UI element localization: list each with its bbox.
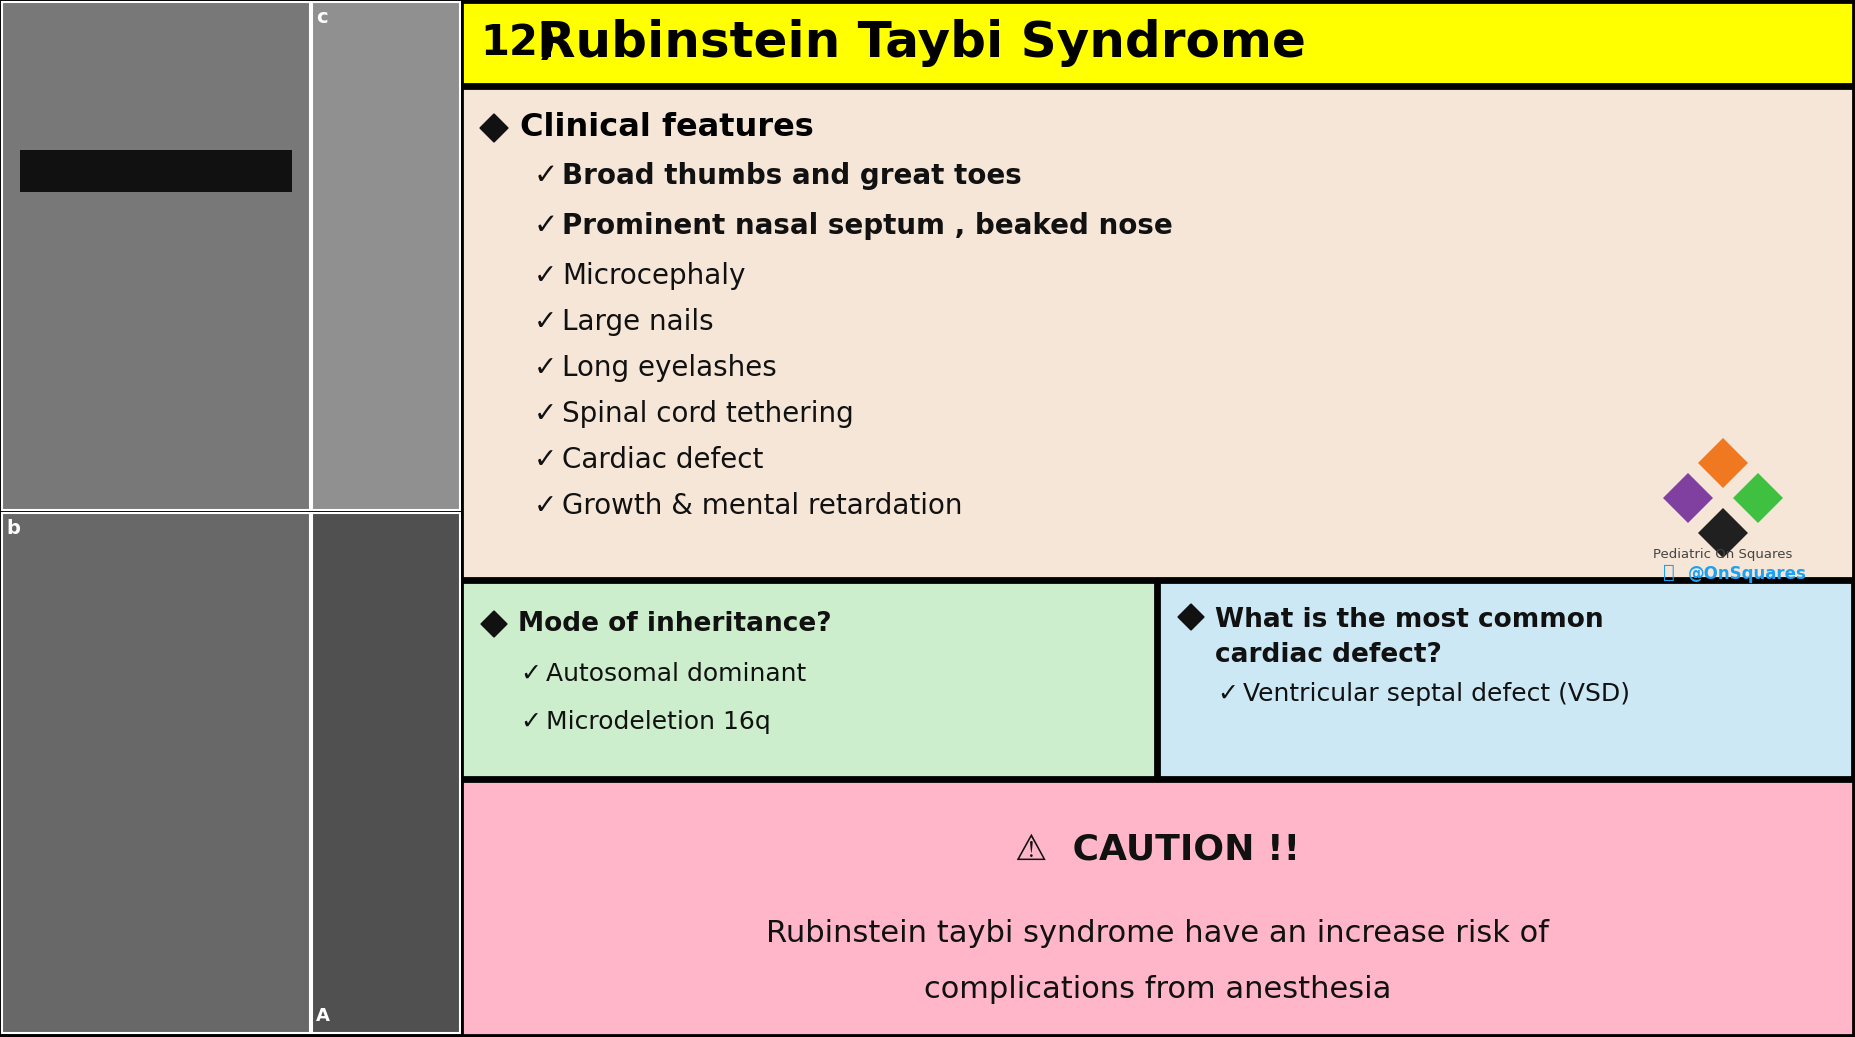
Polygon shape	[1697, 508, 1747, 558]
FancyBboxPatch shape	[312, 513, 460, 1033]
FancyBboxPatch shape	[1159, 582, 1851, 777]
Text: ✓: ✓	[534, 212, 558, 240]
Text: @OnSquares: @OnSquares	[1688, 565, 1807, 583]
FancyBboxPatch shape	[462, 2, 1853, 84]
Text: Rubinstein taybi syndrome have an increase risk of: Rubinstein taybi syndrome have an increa…	[766, 919, 1549, 948]
Text: b: b	[6, 518, 20, 538]
Text: Microdeletion 16q: Microdeletion 16q	[545, 710, 770, 734]
Text: A: A	[315, 1007, 330, 1025]
Text: Microcephaly: Microcephaly	[562, 262, 746, 290]
FancyBboxPatch shape	[462, 88, 1853, 578]
Polygon shape	[480, 611, 506, 637]
Text: Prominent nasal septum , beaked nose: Prominent nasal septum , beaked nose	[562, 212, 1172, 240]
Text: Clinical features: Clinical features	[519, 112, 814, 143]
Text: ✓: ✓	[534, 308, 556, 336]
Text: ✓: ✓	[519, 710, 542, 734]
Polygon shape	[480, 114, 508, 142]
Text: 🐦: 🐦	[1662, 563, 1675, 582]
FancyBboxPatch shape	[2, 2, 310, 510]
Text: Long eyelashes: Long eyelashes	[562, 354, 777, 382]
Text: ✓: ✓	[534, 162, 558, 190]
Text: 12): 12)	[480, 22, 556, 64]
Text: ✓: ✓	[519, 662, 542, 686]
Text: ✓: ✓	[1217, 682, 1237, 706]
Text: Large nails: Large nails	[562, 308, 714, 336]
FancyBboxPatch shape	[462, 582, 1156, 777]
FancyBboxPatch shape	[20, 150, 291, 192]
FancyBboxPatch shape	[2, 513, 310, 1033]
Text: Pediatric On Squares: Pediatric On Squares	[1653, 548, 1792, 561]
Text: What is the most common: What is the most common	[1215, 607, 1603, 633]
Text: c: c	[315, 8, 328, 27]
Text: ✓: ✓	[534, 446, 556, 474]
Polygon shape	[1662, 473, 1712, 523]
Text: Spinal cord tethering: Spinal cord tethering	[562, 400, 853, 428]
Text: ✓: ✓	[534, 354, 556, 382]
Text: complications from anesthesia: complications from anesthesia	[924, 975, 1391, 1004]
Text: ✓: ✓	[534, 262, 556, 290]
Text: Mode of inheritance?: Mode of inheritance?	[518, 611, 831, 637]
Text: ✓: ✓	[534, 492, 556, 520]
Text: ⚠  CAUTION !!: ⚠ CAUTION !!	[1015, 833, 1300, 867]
Text: Rubinstein Taybi Syndrome: Rubinstein Taybi Syndrome	[536, 19, 1306, 67]
Text: Autosomal dominant: Autosomal dominant	[545, 662, 807, 686]
Text: Cardiac defect: Cardiac defect	[562, 446, 764, 474]
Text: Ventricular septal defect (VSD): Ventricular septal defect (VSD)	[1243, 682, 1631, 706]
Polygon shape	[1178, 604, 1204, 630]
Text: Growth & mental retardation: Growth & mental retardation	[562, 492, 963, 520]
Polygon shape	[1697, 438, 1747, 488]
Polygon shape	[1733, 473, 1783, 523]
FancyBboxPatch shape	[312, 2, 460, 510]
FancyBboxPatch shape	[462, 781, 1853, 1035]
Text: Broad thumbs and great toes: Broad thumbs and great toes	[562, 162, 1022, 190]
Text: cardiac defect?: cardiac defect?	[1215, 642, 1441, 668]
Text: ✓: ✓	[534, 400, 556, 428]
